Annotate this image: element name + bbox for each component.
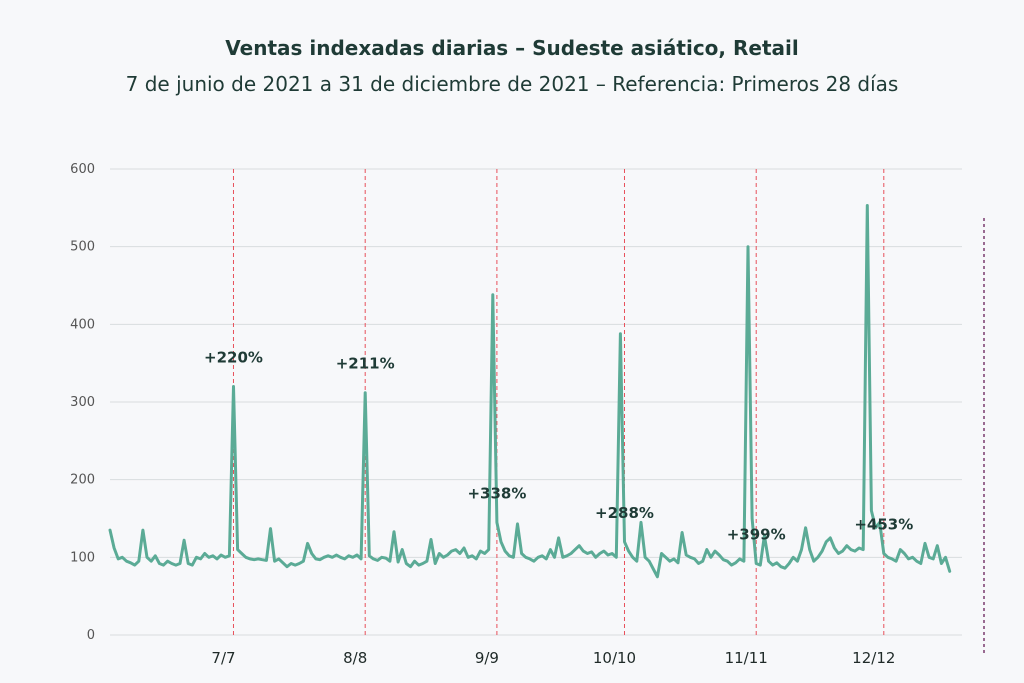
x-tick-label: 11/11 <box>725 649 768 667</box>
peak-annotation: +399% <box>727 526 786 544</box>
x-tick-label: 8/8 <box>343 649 367 667</box>
x-tick-label: 10/10 <box>593 649 636 667</box>
y-tick-label: 600 <box>70 162 95 177</box>
y-tick-label: 400 <box>70 317 95 332</box>
y-tick-label: 300 <box>70 395 95 410</box>
y-tick-label: 0 <box>87 628 95 643</box>
peak-annotation: +288% <box>595 504 654 522</box>
peak-annotation: +220% <box>204 348 263 366</box>
x-tick-label: 7/7 <box>211 649 235 667</box>
x-tick-label: 12/12 <box>852 649 895 667</box>
series-line <box>108 204 952 579</box>
peak-annotation: +211% <box>336 355 395 373</box>
y-tick-label: 500 <box>70 240 95 255</box>
peak-annotation: +338% <box>467 484 526 502</box>
peak-annotation: +453% <box>854 515 913 533</box>
y-tick-label: 200 <box>70 473 95 488</box>
y-tick-label: 100 <box>70 550 95 565</box>
x-tick-label: 9/9 <box>475 649 499 667</box>
chart-title: Ventas indexadas diarias – Sudeste asiát… <box>225 36 799 60</box>
chart-subtitle: 7 de junio de 2021 a 31 de diciembre de … <box>125 72 899 96</box>
